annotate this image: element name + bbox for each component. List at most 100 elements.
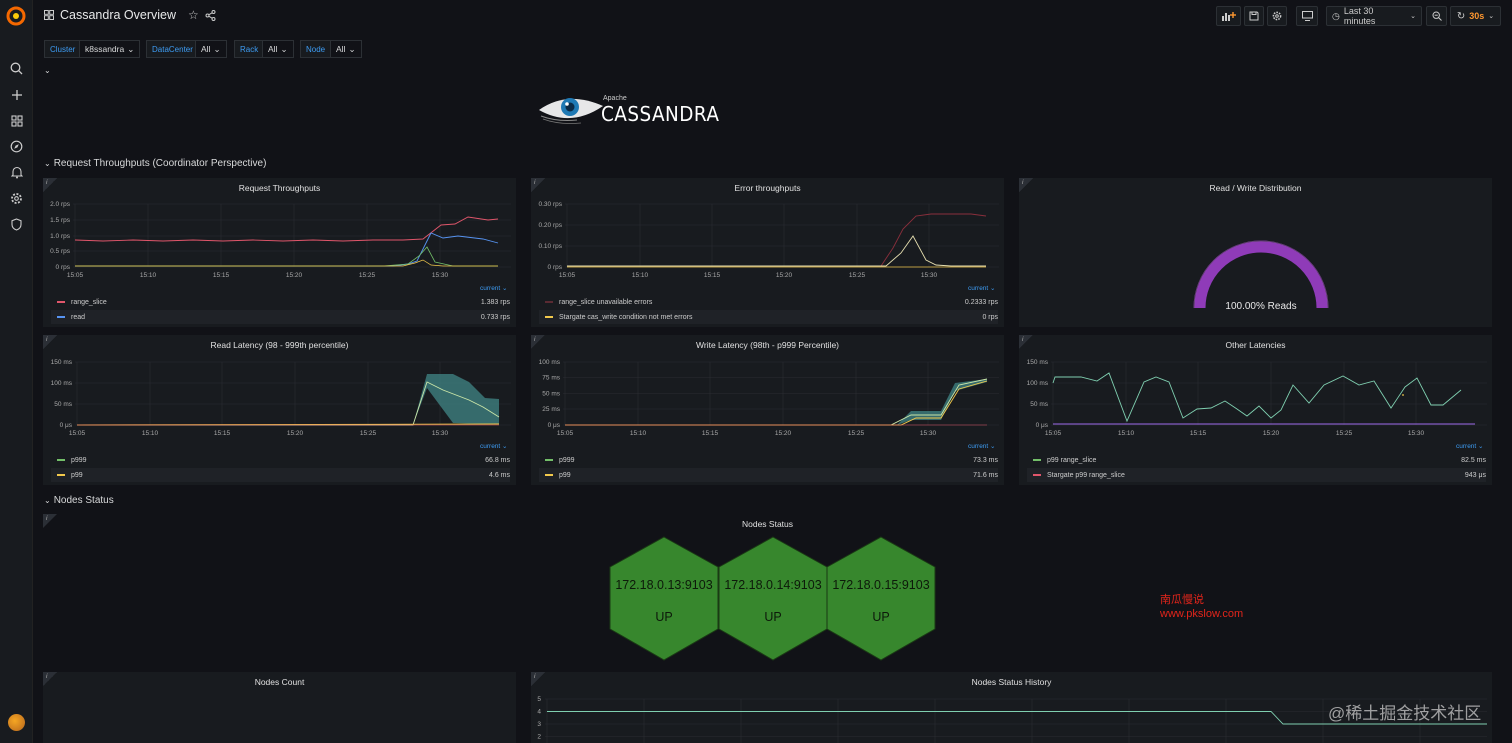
panel-error-throughputs: i Error throughputs 0.30 rps 0.20 rps 0.… (531, 178, 1004, 327)
legend-current-header[interactable]: current ⌄ (1456, 443, 1484, 450)
series-p99 (565, 380, 988, 426)
graph-nodes-history[interactable]: 5 4 3 2 (531, 691, 1492, 743)
save-icon (1249, 11, 1259, 21)
legend-item[interactable]: range_slice 1.383 rps (51, 295, 510, 309)
node-address: 172.18.0.15:9103 (832, 578, 929, 592)
shield-icon[interactable] (9, 217, 24, 232)
panel-title[interactable]: Read / Write Distribution (1209, 183, 1302, 193)
time-range-label: Last 30 minutes (1343, 6, 1376, 26)
panel-title[interactable]: Other Latencies (1225, 340, 1286, 350)
grafana-logo-icon[interactable] (6, 6, 26, 26)
x-tick: 15:25 (849, 272, 866, 279)
legend-name: p999 (559, 456, 575, 464)
legend-current-header[interactable]: current ⌄ (968, 285, 996, 292)
panel-title[interactable]: Error throughputs (734, 183, 801, 193)
explore-icon[interactable] (9, 139, 24, 154)
dashboard-title[interactable]: Cassandra Overview (60, 8, 177, 22)
legend-swatch (1033, 474, 1041, 476)
x-tick: 15:25 (359, 272, 376, 279)
avatar[interactable] (8, 714, 25, 731)
graph-error-throughputs[interactable]: 0.30 rps 0.20 rps 0.10 rps 0 rps 15:05 1… (531, 198, 1004, 308)
y-tick: 50 ms (542, 391, 560, 398)
legend-item[interactable]: p999 66.8 ms (51, 453, 510, 467)
graph-write-latency[interactable]: 100 ms 75 ms 50 ms 25 ms 0 μs 15:05 15:1… (531, 355, 1004, 465)
legend-item[interactable]: p99 71.6 ms (539, 468, 998, 482)
refresh-interval[interactable]: 30s (1469, 11, 1485, 21)
info-icon[interactable]: i (43, 335, 57, 349)
bell-icon[interactable] (9, 165, 24, 180)
graph-request-throughputs[interactable]: 2.0 rps 1.5 rps 1.0 rps 0.5 rps 0 rps 15… (43, 198, 516, 308)
gear-icon[interactable] (9, 191, 24, 206)
x-tick: 15:10 (142, 430, 159, 437)
legend-item[interactable]: Stargate p99 range_slice 943 μs (1027, 468, 1486, 482)
panel-title[interactable]: Nodes Status (741, 519, 794, 529)
x-tick: 15:05 (67, 272, 84, 279)
variable-select-node[interactable]: All ⌄ (330, 40, 362, 58)
legend-item[interactable]: p999 73.3 ms (539, 453, 998, 467)
info-icon[interactable]: i (43, 672, 57, 686)
legend-current-header[interactable]: current ⌄ (480, 285, 508, 292)
time-range-picker[interactable]: ◷ Last 30 minutes ⌄ (1326, 6, 1422, 26)
variable-select-datacenter[interactable]: All ⌄ (195, 40, 227, 58)
legend-item[interactable]: range_slice unavailable errors 0.2333 rps (539, 295, 998, 309)
row-nodes-status[interactable]: ⌄ Nodes Status (44, 495, 114, 506)
search-icon[interactable] (9, 61, 24, 76)
legend-name: p99 range_slice (1047, 456, 1097, 464)
settings-button[interactable] (1267, 6, 1287, 26)
info-icon[interactable]: i (43, 514, 57, 528)
legend-swatch (1033, 459, 1041, 461)
graph-other-latencies[interactable]: 150 ms 100 ms 50 ms 0 μs 15:05 15:10 15:… (1019, 355, 1492, 465)
row-request-throughputs[interactable]: ⌄ Request Throughputs (Coordinator Persp… (44, 158, 266, 169)
x-tick: 15:05 (69, 430, 86, 437)
panel-rw-distribution: i Read / Write Distribution 100.00% Read… (1019, 178, 1492, 327)
plus-icon[interactable] (9, 87, 24, 102)
info-icon[interactable]: i (531, 178, 545, 192)
panel-title[interactable]: Write Latency (98th - p999 Percentile) (696, 340, 839, 350)
legend-item[interactable]: p99 range_slice 82.5 ms (1027, 453, 1486, 467)
y-tick: 150 ms (1027, 359, 1049, 366)
info-icon[interactable]: i (1019, 178, 1033, 192)
variable-select-cluster[interactable]: k8ssandra ⌄ (79, 40, 141, 58)
info-icon[interactable]: i (531, 672, 545, 686)
logo-apache: Apache (603, 95, 627, 102)
legend-current-header[interactable]: current ⌄ (480, 443, 508, 450)
graph-read-latency[interactable]: 150 ms 100 ms 50 ms 0 μs 15:05 15:10 15:… (43, 355, 516, 465)
gauge-rw: 100.00% Reads (1193, 240, 1329, 312)
refresh-button[interactable]: ↻ 30s ⌄ (1450, 6, 1501, 26)
info-icon[interactable]: i (43, 178, 57, 192)
panel-title[interactable]: Read Latency (98 - 999th percentile) (210, 340, 349, 350)
add-panel-icon (1221, 12, 1236, 21)
band-fill (897, 379, 987, 425)
chevron-down-icon: ⌄ (1410, 13, 1416, 20)
legend-item[interactable]: p99 4.6 ms (51, 468, 510, 482)
info-icon[interactable]: i (1019, 335, 1033, 349)
node-hex[interactable]: 172.18.0.15:9103 UP (826, 536, 936, 661)
grid (73, 203, 511, 268)
panel-title[interactable]: Nodes Status History (971, 677, 1052, 687)
variable-select-rack[interactable]: All ⌄ (262, 40, 294, 58)
share-icon[interactable] (205, 9, 216, 21)
add-panel-button[interactable] (1216, 6, 1241, 26)
node-hex[interactable]: 172.18.0.14:9103 UP (718, 536, 828, 661)
legend-item[interactable]: Stargate cas_write condition not met err… (539, 310, 998, 324)
star-icon[interactable]: ☆ (188, 8, 199, 22)
zoom-out-button[interactable] (1426, 6, 1447, 26)
dashboards-icon[interactable] (9, 113, 24, 128)
legend-current-header[interactable]: current ⌄ (968, 443, 996, 450)
legend-item[interactable]: read 0.733 rps (51, 310, 510, 324)
watermark-site: @稀土掘金技术社区 (1328, 704, 1482, 723)
logo-cassandra: CASSANDRA (601, 102, 720, 126)
row-collapse-toggle[interactable]: ⌄ (44, 66, 51, 75)
x-tick: 15:15 (213, 272, 230, 279)
zoom-out-icon (1431, 11, 1442, 21)
panel-title[interactable]: Request Throughputs (238, 183, 321, 193)
save-button[interactable] (1244, 6, 1264, 26)
y-tick: 50 ms (54, 401, 72, 408)
panel-title[interactable]: Nodes Count (254, 677, 305, 687)
node-hex[interactable]: 172.18.0.13:9103 UP (609, 536, 719, 661)
monitor-icon (1301, 11, 1313, 21)
info-icon[interactable]: i (531, 335, 545, 349)
grid (1051, 361, 1487, 426)
tv-mode-button[interactable] (1296, 6, 1318, 26)
refresh-icon: ↻ (1456, 10, 1466, 22)
